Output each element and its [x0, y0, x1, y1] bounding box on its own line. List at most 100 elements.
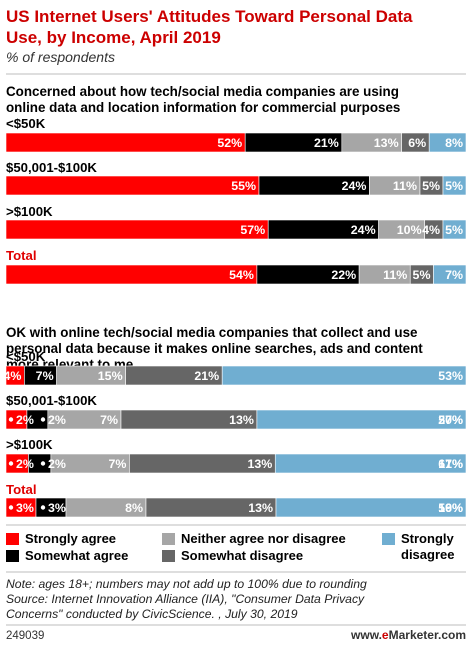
value-label-1-3-total-disagree: 56% — [438, 501, 463, 515]
bar-0-2-strongly-agree — [5, 219, 269, 240]
brand-logo-text: www.eMarketer.com — [350, 628, 466, 642]
value-label-0-0-somewhat-agree: 21% — [314, 136, 339, 150]
value-label-1-1-neither: 7% — [100, 413, 118, 427]
value-label-1-3-strongly-disagree: 19% — [438, 501, 463, 515]
value-label-0-2-somewhat-disagree: 4% — [422, 223, 440, 237]
bar-1-2-strongly-disagree — [274, 453, 467, 474]
value-label-1-1-strongly-disagree: 20% — [438, 413, 463, 427]
value-label-0-1-strongly-disagree: 5% — [445, 179, 463, 193]
bar-0-1-strongly-agree — [5, 175, 260, 196]
chart-id: 249039 — [6, 630, 44, 642]
value-label-1-3-strongly-agree: 3% — [16, 501, 34, 515]
value-label-1-0-neither: 15% — [98, 369, 123, 383]
value-label-0-2-strongly-agree: 57% — [240, 223, 265, 237]
bar-0-1-strongly-disagree — [442, 175, 467, 196]
value-label-0-3-strongly-disagree: 7% — [445, 268, 463, 282]
value-label-1-3-neither: 8% — [125, 501, 143, 515]
legend-label-strongly-agree: Strongly agree — [25, 531, 116, 546]
chart-title-line-1: US Internet Users' Attitudes Toward Pers… — [6, 7, 413, 26]
group-label-0-1: $50,001-$100K — [6, 160, 97, 175]
value-label-0-1-somewhat-agree: 24% — [342, 179, 367, 193]
bar-1-3-strongly-disagree — [275, 497, 467, 518]
value-label-0-2-somewhat-agree: 24% — [351, 223, 376, 237]
value-label-1-0-somewhat-agree: 7% — [36, 369, 54, 383]
legend-swatch-somewhat-agree — [6, 550, 19, 562]
marker-dot-1-1-b — [40, 417, 46, 422]
brand-prefix: www. — [350, 628, 382, 642]
bar-0-0-strongly-agree — [5, 132, 246, 153]
bar-0-2-strongly-disagree — [442, 219, 467, 240]
value-label-1-0-somewhat-disagree: 21% — [194, 369, 219, 383]
group-label-1-0: <$50K — [6, 349, 46, 364]
legend-label-somewhat-agree: Somewhat agree — [25, 548, 128, 563]
group-label-1-1: $50,001-$100K — [6, 393, 97, 408]
group-labels: <$50K $50,001-$100K >$100K Total <$50K $50,00… — [6, 116, 97, 497]
value-label-0-0-neither: 13% — [374, 136, 399, 150]
bar-0-0-strongly-disagree — [428, 132, 467, 153]
value-label-0-0-strongly-agree: 52% — [217, 136, 242, 150]
value-label-1-1-somewhat-agree: 2% — [48, 413, 66, 427]
value-label-0-3-somewhat-agree: 22% — [331, 268, 356, 282]
value-label-0-2-neither: 10% — [397, 223, 422, 237]
marker-dot-1-3-b — [40, 505, 46, 510]
value-label-1-2-somewhat-disagree: 13% — [247, 457, 272, 471]
value-label-0-0-strongly-disagree: 8% — [445, 136, 463, 150]
group-label-0-0: <$50K — [6, 116, 46, 131]
value-label-0-1-neither: 11% — [393, 179, 417, 193]
legend-label-strongly-disagree-line-2: disagree — [401, 547, 454, 562]
footer-note: Note: ages 18+; numbers may not add up t… — [6, 577, 367, 591]
value-label-0-0-somewhat-disagree: 6% — [408, 136, 426, 150]
footer-source-line-2: Concerns" conducted by CivicScience. , J… — [6, 607, 298, 621]
value-label-1-0-strongly-disagree: 53% — [438, 369, 463, 383]
group-label-1-2: >$100K — [6, 437, 53, 452]
legend-swatch-neither — [162, 533, 175, 545]
value-label-0-3-somewhat-disagree: 5% — [413, 268, 431, 282]
value-label-1-1-somewhat-disagree: 13% — [229, 413, 254, 427]
bar-1-0-strongly-disagree — [221, 365, 467, 386]
value-label-1-1-strongly-agree: 2% — [16, 413, 34, 427]
value-label-1-3-somewhat-agree: 3% — [48, 501, 66, 515]
value-label-1-2-somewhat-agree: 2% — [48, 457, 66, 471]
legend-swatch-somewhat-disagree — [162, 550, 175, 562]
marker-dot-1-3-a — [8, 505, 14, 510]
value-label-0-1-somewhat-disagree: 5% — [422, 179, 440, 193]
footer-source-line-1: Source: Internet Innovation Alliance (II… — [6, 592, 365, 606]
group-label-0-3: Total — [6, 248, 37, 263]
legend-label-strongly-disagree-line-1: Strongly — [401, 531, 454, 546]
value-label-0-2-strongly-disagree: 5% — [445, 223, 463, 237]
bar-0-3-strongly-agree — [5, 264, 258, 285]
bar-0-3-strongly-disagree — [433, 264, 467, 285]
marker-dot-1-2-a — [8, 461, 14, 466]
value-label-1-2-strongly-agree: 2% — [16, 457, 34, 471]
group-label-0-2: >$100K — [6, 204, 53, 219]
legend: Strongly agree Somewhat agree Neither ag… — [6, 531, 454, 563]
brand-suffix: .com — [438, 628, 466, 642]
value-label-1-2-neither: 7% — [108, 457, 126, 471]
question-1-line-2: online data and location information for… — [6, 100, 400, 115]
value-labels: 52% 21% 13% 6% 8%55% 24% 11% 5% 5%57% 24% 10% 4% 5%5… — [3, 136, 463, 515]
question-2-line-2: personal data because it makes online se… — [6, 341, 423, 356]
chart-title-line-2: Use, by Income, April 2019 — [6, 28, 221, 47]
question-1-line-1: Concerned about how tech/social media co… — [6, 84, 399, 99]
brand-name: Marketer — [389, 628, 439, 642]
bar-segments — [5, 132, 467, 518]
marker-dot-1-2-b — [40, 461, 46, 466]
value-label-0-3-strongly-agree: 54% — [229, 268, 254, 282]
value-label-1-2-total-disagree: 61% — [438, 457, 463, 471]
value-label-1-3-somewhat-disagree: 13% — [248, 501, 273, 515]
value-label-0-1-strongly-agree: 55% — [231, 179, 256, 193]
group-label-1-3: Total — [6, 482, 37, 497]
legend-swatch-strongly-disagree — [382, 533, 395, 545]
legend-swatch-strongly-agree — [6, 533, 19, 545]
chart-subtitle: % of respondents — [6, 49, 115, 65]
marker-dot-1-1-a — [8, 417, 14, 422]
question-2-line-1: OK with online tech/social media compani… — [6, 325, 418, 340]
value-label-0-3-neither: 11% — [383, 268, 407, 282]
value-label-1-2-strongly-disagree: 17% — [438, 457, 463, 471]
value-label-1-0-strongly-agree: 4% — [3, 369, 21, 383]
bar-1-1-strongly-disagree — [256, 409, 467, 430]
legend-label-neither: Neither agree nor disagree — [181, 531, 346, 546]
legend-label-somewhat-disagree: Somewhat disagree — [181, 548, 303, 563]
value-label-1-1-total-disagree: 57% — [438, 413, 463, 427]
